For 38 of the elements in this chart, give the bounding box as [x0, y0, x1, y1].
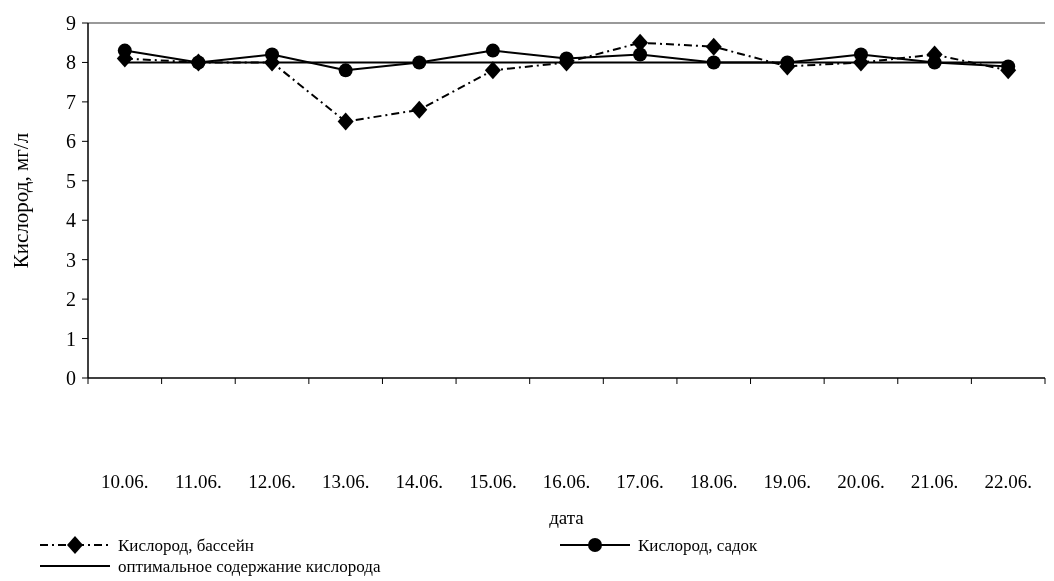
x-tick-label: 18.06.	[689, 471, 738, 492]
y-tick-label: 1	[66, 327, 76, 350]
point	[338, 63, 353, 78]
x-tick-label: 12.06.	[248, 471, 296, 492]
x-tick-label: 11.06.	[175, 471, 222, 492]
y-tick-label: 4	[66, 209, 76, 232]
point	[705, 37, 722, 56]
y-tick-label: 0	[66, 367, 76, 389]
x-tick-label: 17.06.	[616, 471, 664, 492]
point	[337, 112, 354, 131]
point	[484, 61, 501, 80]
x-tick-label: 20.06.	[837, 471, 885, 492]
point	[411, 100, 428, 119]
point	[265, 47, 280, 62]
y-tick-label: 3	[66, 248, 76, 271]
legend-label: Кислород, садок	[638, 535, 759, 555]
y-tick-label: 8	[66, 51, 76, 74]
x-tick-label: 10.06.	[101, 471, 149, 492]
y-tick-label: 9	[66, 12, 76, 34]
y-tick-label: 5	[66, 169, 76, 192]
x-axis-title: дата	[549, 507, 585, 528]
point	[117, 43, 132, 58]
x-tick-label: 19.06.	[763, 471, 812, 492]
x-tick-label: 15.06.	[469, 471, 517, 492]
point	[853, 47, 868, 62]
legend-label: Кислород, бассейн	[118, 535, 254, 555]
legend-label: оптимальное содержание кислорода	[118, 556, 381, 576]
y-axis-title: Кислород, мг/л	[9, 132, 33, 269]
point	[633, 47, 648, 62]
x-tick-label: 14.06.	[395, 471, 444, 492]
y-tick-label: 2	[66, 288, 76, 311]
point	[485, 43, 500, 58]
x-tick-label: 13.06.	[321, 471, 370, 492]
x-tick-label: 22.06.	[984, 471, 1032, 492]
x-tick-label: 21.06.	[910, 471, 959, 492]
y-tick-label: 6	[66, 130, 76, 153]
y-tick-label: 7	[66, 90, 76, 113]
x-tick-label: 16.06.	[542, 471, 591, 492]
